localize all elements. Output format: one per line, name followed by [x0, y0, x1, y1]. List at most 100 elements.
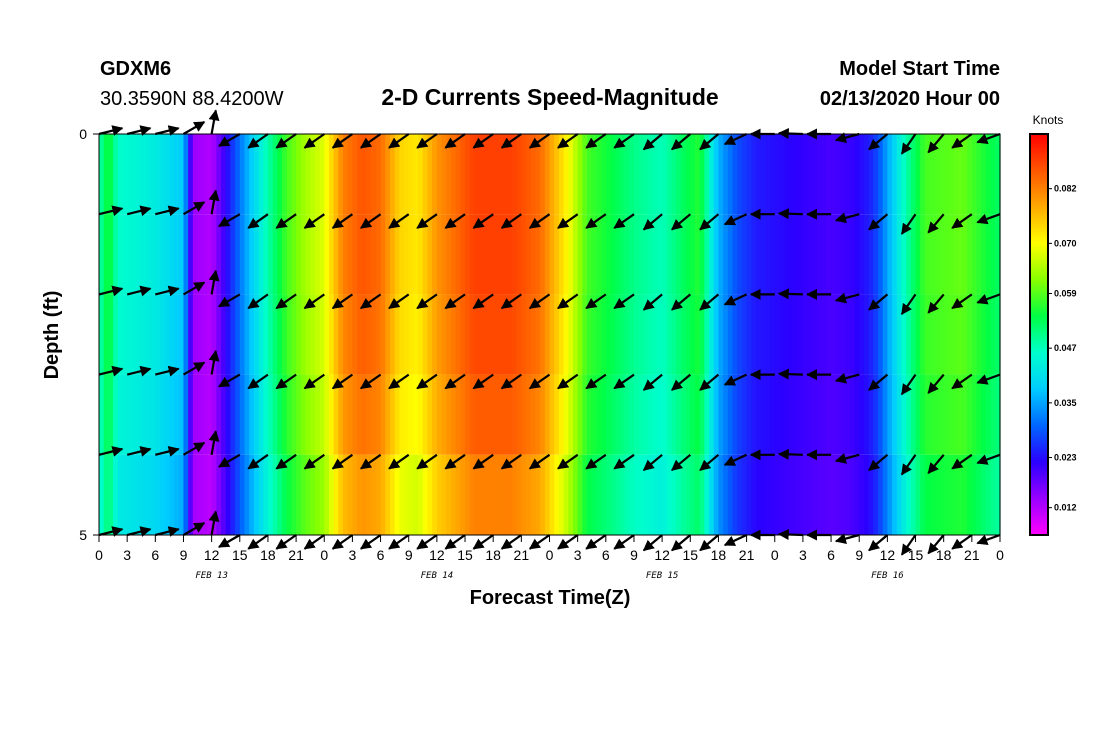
heatmap-cell	[160, 134, 166, 215]
heatmap-cell	[544, 214, 551, 295]
heatmap-cell	[221, 454, 227, 535]
heatmap-cell	[591, 134, 598, 215]
heatmap-cell	[563, 374, 569, 455]
heatmap-cell	[404, 214, 410, 295]
heatmap-cell	[680, 294, 687, 375]
current-arrow	[927, 293, 945, 314]
heatmap-cell	[671, 294, 677, 375]
colorbar-segment	[1030, 224, 1048, 228]
heatmap-cell	[615, 454, 621, 535]
colorbar-segment	[1030, 412, 1048, 416]
current-arrow	[218, 373, 241, 388]
heatmap-cell	[272, 214, 278, 295]
heatmap-cell	[535, 454, 541, 535]
current-arrow	[528, 373, 551, 390]
colorbar-segment	[1030, 326, 1048, 331]
heatmap-cell	[793, 454, 799, 535]
heatmap-cell	[887, 294, 893, 375]
heatmap-cell	[863, 374, 870, 455]
heatmap-cell	[155, 214, 161, 295]
heatmap-cell	[202, 454, 208, 535]
heatmap-cell	[727, 294, 734, 375]
heatmap-cell	[802, 294, 809, 375]
heatmap-cell	[802, 374, 809, 455]
heatmap-cell	[404, 294, 410, 375]
heatmap-cell	[108, 134, 114, 215]
current-arrow	[613, 373, 635, 390]
heatmap-cell	[258, 454, 264, 535]
heatmap-cell	[338, 454, 344, 535]
colorbar-segment	[1030, 151, 1048, 155]
heatmap-cell	[981, 454, 987, 535]
current-arrow	[671, 133, 692, 151]
heatmap-cell	[948, 294, 954, 375]
heatmap-cell	[272, 294, 278, 375]
heatmap-cell	[962, 294, 968, 375]
colorbar-unit: Knots	[1033, 113, 1064, 127]
heatmap-cell	[141, 374, 147, 455]
heatmap-cell	[831, 134, 837, 215]
colorbar-segment	[1030, 384, 1048, 388]
colorbar-segment	[1030, 194, 1048, 198]
heatmap-cell	[272, 454, 278, 535]
heatmap-cell	[732, 374, 738, 455]
heatmap-cell	[122, 374, 128, 455]
heatmap-cell	[985, 374, 992, 455]
heatmap-cell	[971, 374, 978, 455]
heatmap-cell	[192, 294, 199, 375]
colorbar-segment	[1030, 414, 1048, 418]
heatmap-cell	[676, 134, 682, 215]
heatmap-cell	[943, 374, 949, 455]
colorbar-tick-label: 0.070	[1054, 238, 1077, 248]
x-tick-label: 21	[514, 547, 530, 563]
heatmap-cell	[183, 134, 189, 215]
heatmap-cell	[310, 134, 316, 215]
heatmap-cell	[633, 134, 640, 215]
heatmap-cell	[676, 214, 682, 295]
current-arrow	[247, 453, 269, 470]
heatmap-cell	[896, 134, 903, 215]
current-arrow	[444, 213, 466, 229]
heatmap-cell	[882, 134, 888, 215]
heatmap-cell	[863, 214, 870, 295]
x-tick-label: 9	[855, 547, 863, 563]
heatmap-cell	[404, 374, 410, 455]
colorbar-segment	[1030, 261, 1048, 265]
heatmap-cell	[408, 214, 415, 295]
current-arrow	[557, 373, 579, 390]
heatmap-cell	[591, 374, 598, 455]
heatmap-cell	[713, 294, 720, 375]
heatmap-cell	[174, 134, 180, 215]
heatmap-cell	[371, 294, 377, 375]
heatmap-cell	[615, 374, 621, 455]
heatmap-cell	[929, 374, 935, 455]
heatmap-cell	[704, 294, 710, 375]
colorbar-segment	[1030, 442, 1048, 446]
heatmap-cell	[826, 294, 832, 375]
heatmap-cell	[943, 214, 949, 295]
heatmap-cell	[160, 214, 166, 295]
colorbar-segment	[1030, 149, 1048, 153]
heatmap-cell	[263, 374, 269, 455]
colorbar-segment	[1030, 422, 1048, 426]
heatmap-cell	[793, 134, 799, 215]
heatmap-cell	[943, 134, 949, 215]
colorbar-segment	[1030, 161, 1048, 165]
heatmap-cell	[343, 214, 349, 295]
heatmap-cell	[685, 214, 691, 295]
heatmap-cell	[873, 454, 879, 535]
colorbar-segment	[1030, 449, 1048, 453]
current-arrow	[976, 533, 1001, 545]
heatmap-cell	[826, 374, 832, 455]
heatmap-cell	[192, 374, 199, 455]
heatmap-cell	[746, 374, 752, 455]
heatmap-cell	[920, 134, 926, 215]
heatmap-cell	[436, 134, 443, 215]
heatmap-cell	[206, 134, 213, 215]
heatmap-cell	[333, 374, 339, 455]
heatmap-cell	[901, 134, 907, 215]
heatmap-cell	[713, 374, 720, 455]
current-arrow	[900, 133, 917, 155]
x-tick-label: 0	[996, 547, 1004, 563]
heatmap-cell	[568, 214, 574, 295]
